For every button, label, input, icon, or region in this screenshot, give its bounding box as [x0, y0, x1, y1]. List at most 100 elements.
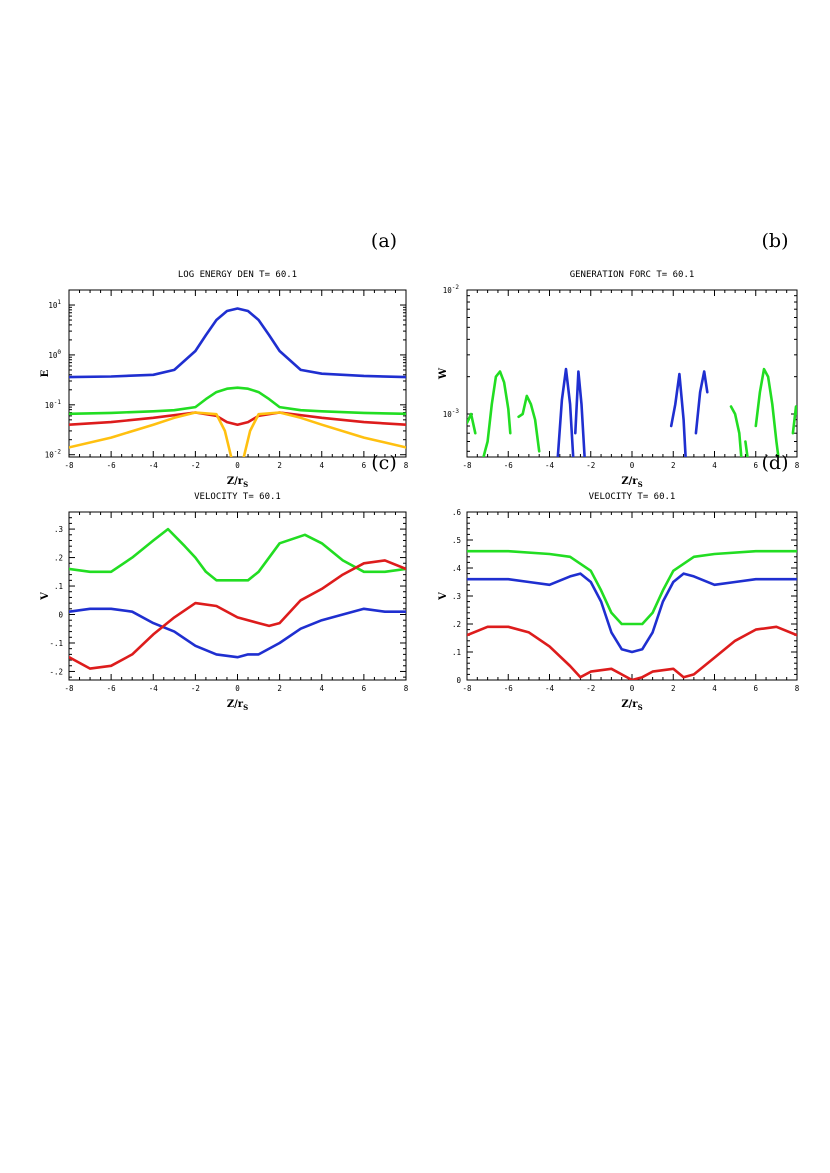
- y-tick-label: 0: [58, 611, 63, 620]
- y-axis-label: W: [438, 367, 449, 380]
- x-axis-label: Z/rS: [621, 699, 642, 712]
- plot-frame: [466, 289, 798, 458]
- series-line-orange: [242, 411, 406, 457]
- series-line-blue: [69, 607, 406, 659]
- x-tick-label: 8: [795, 684, 800, 693]
- series-line-red: [467, 625, 797, 680]
- series-line-green: [467, 412, 477, 435]
- plot-frame: [466, 511, 798, 681]
- panel-a: (a) LOG ENERGY DEN T= 60.1 -8 -6 -4 -2 0 2 4 6 8 10…: [40, 230, 409, 489]
- x-tick-label: -2: [586, 684, 595, 693]
- x-axis-label: Z/rS: [227, 476, 248, 489]
- x-tick-label: -8: [462, 684, 472, 693]
- x-tick-label: 8: [404, 684, 409, 693]
- x-tick-label: -4: [149, 461, 159, 470]
- x-tick-label: 0: [235, 461, 240, 470]
- x-tick-label: 2: [671, 461, 676, 470]
- plot-frame: [68, 511, 407, 681]
- y-tick-label: 10-3: [443, 408, 460, 419]
- y-tick-label: 0: [456, 676, 461, 685]
- x-tick-label: 6: [753, 461, 758, 470]
- panel-label: (c): [371, 452, 396, 474]
- x-tick-label: -4: [545, 684, 555, 693]
- series-group: [467, 549, 797, 680]
- y-tick-label: .2: [452, 620, 461, 629]
- series-line-green: [69, 527, 406, 582]
- series-group: [467, 367, 797, 457]
- y-tick-label: .1: [452, 648, 461, 657]
- x-tick-label: 6: [362, 684, 367, 693]
- series-group: [69, 527, 406, 670]
- x-tick-label: 2: [671, 684, 676, 693]
- x-tick-label: -8: [462, 461, 472, 470]
- panel-title: LOG ENERGY DEN T= 60.1: [178, 270, 297, 280]
- x-tick-label: -6: [504, 684, 514, 693]
- series-line-blue: [467, 572, 797, 654]
- series-line-green: [482, 370, 512, 457]
- y-tick-label: .3: [452, 592, 461, 601]
- panel-d: (d) VELOCITY T= 60.1 -8 -6 -4 -2 0 2 4 6 8 .6 .5 .4 .3…: [438, 452, 800, 712]
- x-tick-label: -8: [64, 684, 74, 693]
- x-tick-label: 6: [753, 684, 758, 693]
- panel-label: (b): [762, 230, 789, 252]
- series-group: [69, 307, 406, 457]
- x-tick-label: -2: [191, 684, 200, 693]
- series-line-red: [69, 559, 406, 670]
- series-line-green: [754, 367, 780, 457]
- plot-frame: [68, 289, 407, 458]
- series-line-blue: [574, 370, 586, 457]
- y-tick-label: 10-1: [45, 399, 62, 410]
- y-axis-label: E: [40, 369, 51, 377]
- x-tick-label: 0: [630, 684, 635, 693]
- series-line-blue: [69, 307, 406, 379]
- x-tick-label: 0: [235, 684, 240, 693]
- y-axis-label: V: [438, 592, 449, 601]
- panel-b: (b) GENERATION FORC T= 60.1 -8 -6 -4 -2 0 2 4 6 8 1…: [438, 230, 800, 489]
- y-tick-label: 100: [48, 349, 61, 360]
- x-tick-label: -2: [586, 461, 595, 470]
- series-line-red: [69, 411, 406, 426]
- y-tick-label: -.2: [49, 667, 63, 676]
- y-tick-label: 101: [48, 299, 61, 310]
- y-tick-label: .6: [452, 508, 462, 517]
- y-tick-label: .3: [54, 525, 63, 534]
- x-tick-label: 4: [712, 461, 717, 470]
- x-tick-label: 2: [277, 461, 282, 470]
- x-tick-label: -6: [504, 461, 514, 470]
- panel-label: (a): [371, 230, 397, 252]
- y-tick-label: 10-2: [45, 449, 62, 460]
- x-tick-label: -2: [191, 461, 200, 470]
- panel-title: VELOCITY T= 60.1: [589, 492, 676, 502]
- series-line-blue: [556, 367, 575, 457]
- series-line-blue: [694, 370, 709, 435]
- x-tick-label: 4: [712, 684, 717, 693]
- y-tick-label: 10-2: [443, 284, 460, 295]
- x-tick-label: 6: [362, 461, 367, 470]
- series-line-green: [467, 549, 797, 626]
- x-axis-label: Z/rS: [227, 699, 248, 712]
- x-tick-label: 8: [404, 461, 409, 470]
- panel-label: (d): [762, 452, 789, 474]
- y-tick-label: -.1: [49, 639, 63, 648]
- y-axis-label: V: [40, 592, 51, 601]
- series-line-green: [729, 405, 743, 457]
- x-tick-label: -4: [545, 461, 555, 470]
- panel-title: VELOCITY T= 60.1: [194, 492, 281, 502]
- series-line-green: [517, 394, 541, 453]
- series-line-green: [744, 440, 749, 457]
- x-axis-label: Z/rS: [621, 476, 642, 489]
- x-tick-label: 4: [319, 684, 324, 693]
- x-tick-label: -6: [107, 684, 117, 693]
- x-tick-label: -8: [64, 461, 74, 470]
- series-line-green: [791, 405, 797, 435]
- x-tick-label: 4: [319, 461, 324, 470]
- y-tick-label: .2: [54, 554, 63, 563]
- panel-title: GENERATION FORC T= 60.1: [570, 270, 695, 280]
- x-tick-label: -4: [149, 684, 159, 693]
- x-tick-label: -6: [107, 461, 117, 470]
- panel-c: (c) VELOCITY T= 60.1 -8 -6 -4 -2 0 2 4 6 8 .3 .2 .1 0 -…: [40, 452, 409, 712]
- y-tick-label: .1: [54, 582, 63, 591]
- x-tick-label: 2: [277, 684, 282, 693]
- y-tick-label: .4: [452, 564, 462, 573]
